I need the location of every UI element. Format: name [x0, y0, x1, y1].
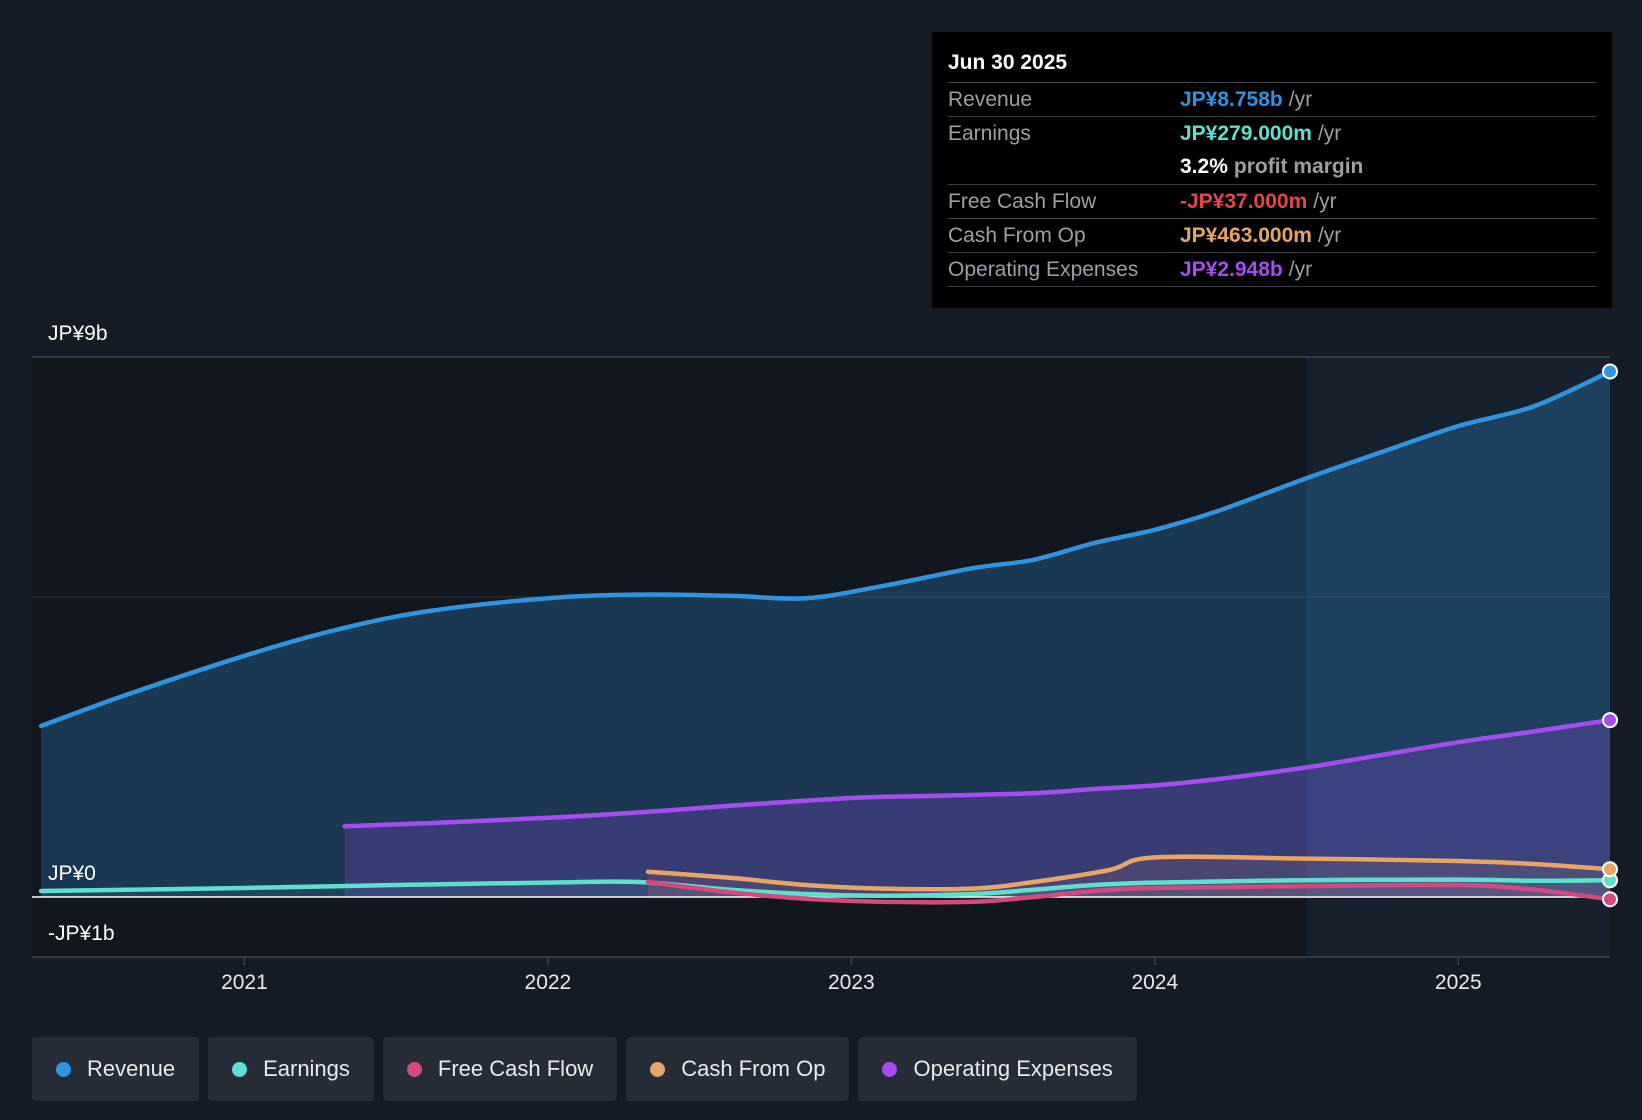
- tooltip-opex-unit: /yr: [1288, 258, 1313, 281]
- x-tick-label-2022: 2022: [525, 971, 572, 994]
- tooltip-earnings-unit: /yr: [1317, 122, 1342, 145]
- tooltip-row-fcf: Free Cash Flow -JP¥37.000m /yr: [948, 184, 1596, 218]
- tooltip-row-revenue: Revenue JP¥8.758b /yr: [948, 82, 1596, 116]
- x-axis: 2021 2022 2023 2024 2025: [221, 957, 1482, 994]
- tooltip-fcf-label: Free Cash Flow: [948, 190, 1097, 213]
- tooltip-earnings-value: JP¥279.000m: [1180, 122, 1312, 145]
- highlight-region: [1306, 357, 1610, 957]
- area-earnings: [41, 879, 1611, 897]
- legend-label-free-cash-flow: Free Cash Flow: [437, 1056, 594, 1081]
- tooltip-date: Jun 30 2025: [948, 51, 1068, 74]
- x-tick-label-2023: 2023: [828, 971, 875, 994]
- tooltip-revenue-unit: /yr: [1288, 88, 1313, 111]
- tooltip-opex-value: JP¥2.948b: [1180, 258, 1283, 281]
- tooltip-cfo-unit: /yr: [1317, 224, 1342, 247]
- y-label-bottom: -JP¥1b: [48, 922, 115, 945]
- tooltip-fcf-value: -JP¥37.000m: [1180, 190, 1308, 213]
- tooltip-row-opex: Operating Expenses JP¥2.948b /yr: [948, 252, 1596, 287]
- series-endpoints: [1602, 363, 1618, 908]
- endpoint-revenue[interactable]: [1602, 363, 1618, 380]
- legend-label-earnings: Earnings: [263, 1056, 350, 1081]
- endpoint-free-cash-flow[interactable]: [1602, 891, 1618, 908]
- tooltip-row-earnings: Earnings JP¥279.000m /yr: [948, 116, 1596, 150]
- legend-label-revenue: Revenue: [87, 1056, 176, 1081]
- free-cash-flow-dot-icon: [406, 1061, 422, 1077]
- y-label-top: JP¥9b: [48, 322, 108, 345]
- earnings-dot-icon: [232, 1061, 248, 1077]
- legend-item-cash-from-op[interactable]: Cash From Op: [626, 1037, 850, 1101]
- line-free-cash-flow: [645, 879, 1613, 905]
- tooltip-revenue-label: Revenue: [948, 88, 1033, 111]
- tooltip-fcf-unit: /yr: [1313, 190, 1337, 213]
- tooltip-margin-value: 3.2%: [1180, 155, 1228, 178]
- area-revenue: [41, 371, 1611, 897]
- revenue-dot-icon: [56, 1061, 71, 1077]
- tooltip-margin-text: profit margin: [1233, 155, 1364, 178]
- endpoint-cash-from-op[interactable]: [1602, 861, 1618, 878]
- tooltip-cfo-value: JP¥463.000m: [1180, 224, 1312, 247]
- legend-item-free-cash-flow[interactable]: Free Cash Flow: [382, 1037, 618, 1101]
- y-label-zero: JP¥0: [48, 862, 96, 885]
- tooltip-cfo-label: Cash From Op: [948, 224, 1086, 247]
- line-operating-expenses: [342, 717, 1613, 829]
- x-tick-label-2025: 2025: [1435, 971, 1482, 994]
- area-operating-expenses: [344, 720, 1611, 897]
- tooltip: Jun 30 2025 Revenue JP¥8.758b /yr Earnin…: [932, 32, 1612, 308]
- tooltip-revenue-value: JP¥8.758b: [1180, 88, 1283, 111]
- line-cash-from-op: [645, 854, 1613, 892]
- legend-item-operating-expenses[interactable]: Operating Expenses: [858, 1037, 1137, 1101]
- series-lines: [38, 369, 1613, 905]
- operating-expenses-dot-icon: [882, 1061, 898, 1077]
- endpoint-operating-expenses[interactable]: [1602, 712, 1618, 729]
- legend-item-revenue[interactable]: Revenue: [32, 1037, 200, 1101]
- x-tick-label-2024: 2024: [1131, 971, 1178, 994]
- tooltip-earnings-label: Earnings: [948, 122, 1031, 145]
- cash-from-op-dot-icon: [650, 1061, 666, 1077]
- tooltip-row-cfo: Cash From Op JP¥463.000m /yr: [948, 218, 1596, 252]
- line-revenue: [38, 369, 1613, 729]
- legend: Revenue Earnings Free Cash Flow Cash Fro…: [32, 1037, 1137, 1101]
- legend-item-earnings[interactable]: Earnings: [208, 1037, 374, 1101]
- tooltip-row-margin: 3.2% profit margin: [948, 150, 1596, 184]
- line-earnings: [38, 877, 1613, 899]
- legend-label-cash-from-op: Cash From Op: [681, 1056, 826, 1081]
- tooltip-opex-label: Operating Expenses: [948, 258, 1139, 281]
- x-tick-label-2021: 2021: [221, 971, 268, 994]
- legend-label-operating-expenses: Operating Expenses: [913, 1056, 1113, 1081]
